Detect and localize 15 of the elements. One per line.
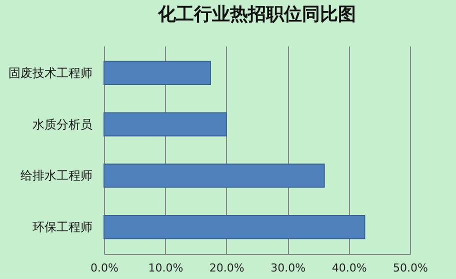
bar (104, 164, 325, 188)
bar (104, 60, 211, 86)
x-tick-label: 30.0% (270, 262, 306, 274)
x-tick-label: 40.0% (332, 262, 367, 274)
bar (104, 112, 227, 136)
x-tick-label: 0.0% (90, 262, 118, 274)
x-tick-label: 10.0% (148, 262, 184, 274)
x-tick-label: 50.0% (393, 262, 428, 274)
y-tick-label: 给排水工程师 (20, 168, 92, 183)
y-tick-label: 固废技术工程师 (8, 66, 92, 80)
y-tick-label: 水质分析员 (32, 117, 92, 132)
x-tick-label: 20.0% (209, 262, 244, 274)
bar (104, 214, 366, 240)
y-tick-label: 环保工程师 (32, 220, 92, 234)
chart-title: 化工行业热招职位同比图 (157, 4, 356, 25)
